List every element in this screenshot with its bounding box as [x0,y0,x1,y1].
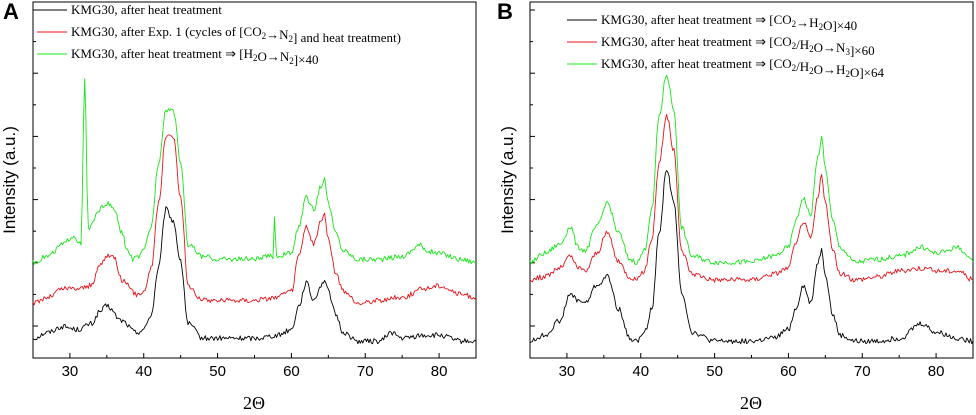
x-tick-label: 80 [431,363,448,380]
panel-b-series [529,74,974,345]
panel-a-xticks: 30 40 50 60 70 80 [62,353,448,380]
panel-a-x-axis-label: 2Θ [243,393,265,413]
x-tick-label: 70 [357,363,374,380]
x-tick-label: 70 [854,363,871,380]
panel-b-x-axis-label: 2Θ [740,393,762,413]
series-line-black [529,170,974,345]
legend-entry: KMG30, after heat treatment ⇒ [CO2/H2O→H… [601,56,885,80]
x-tick-label: 40 [632,363,649,380]
x-tick-label: 40 [135,363,152,380]
x-tick-label: 60 [780,363,797,380]
legend-entry: KMG30, after Exp. 1 (cycles of [CO2→N2] … [71,24,401,45]
x-tick-label: 80 [928,363,945,380]
panel-b-legend: KMG30, after heat treatment ⇒ [CO2→H2O]×… [567,12,885,80]
series-line-green [529,74,974,266]
series-line-red [529,114,974,283]
x-tick-label: 50 [209,363,226,380]
panel-a-letter: A [3,0,19,24]
panel-a-legend: KMG30, after heat treatment KMG30, after … [37,2,401,67]
x-tick-label: 30 [62,363,79,380]
x-tick-label: 30 [559,363,576,380]
legend-entry: KMG30, after heat treatment ⇒ [CO2→H2O]×… [601,12,857,33]
series-line-green [32,78,477,265]
panel-a-y-axis-label: Intensity (a.u.) [0,126,19,234]
panel-a: A 30 40 50 60 70 80 KMG30, after heat treatme… [0,0,477,413]
legend-entry: KMG30, after heat treatment ⇒ [H2O→N2]×4… [71,46,318,67]
series-line-red [32,134,477,306]
x-tick-label: 50 [706,363,723,380]
panel-b-xticks: 30 40 50 60 70 80 [559,353,945,380]
panel-b-y-axis-label: Intensity (a.u.) [498,126,517,234]
legend-entry: KMG30, after heat treatment ⇒ [CO2/H2O→N… [601,34,875,58]
panel-b-letter: B [497,0,513,24]
panel-a-yticks [33,9,38,327]
panel-b: B 30 40 50 60 70 80 KMG30, after heat treatme… [497,0,974,413]
series-line-black [32,206,477,345]
x-tick-label: 60 [283,363,300,380]
legend-entry: KMG30, after heat treatment [71,2,222,17]
panel-a-series [32,78,477,345]
